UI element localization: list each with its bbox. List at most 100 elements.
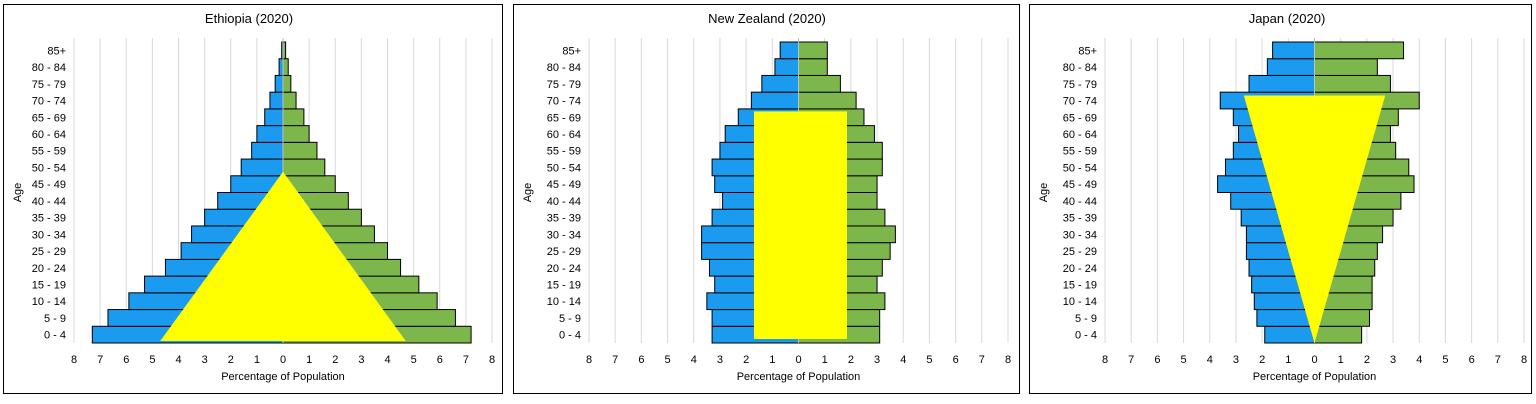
x-tick-label: 2 <box>1259 354 1265 366</box>
y-tick-label: 70 - 74 <box>32 96 66 108</box>
x-tick-label: 3 <box>202 354 208 366</box>
bar-right <box>282 158 326 177</box>
x-tick-label: 1 <box>822 354 828 366</box>
bar-right <box>798 41 828 60</box>
y-tick-label: 85+ <box>1078 45 1097 57</box>
x-tick-label: 8 <box>1005 354 1011 366</box>
bar-left <box>256 125 284 143</box>
bar-left <box>1264 325 1315 344</box>
y-tick-label: 30 - 34 <box>1063 229 1097 241</box>
y-tick-label: 40 - 44 <box>32 196 66 208</box>
y-tick-label: 80 - 84 <box>547 62 581 74</box>
x-tick-labels: 8 7 6 5 4 3 2 1 0 1 2 3 4 5 6 7 8 <box>71 354 495 366</box>
x-tick-label: 5 <box>1442 354 1448 366</box>
bar-right <box>282 74 292 93</box>
x-tick-label: 8 <box>1102 354 1108 366</box>
y-tick-label: 30 - 34 <box>547 229 581 241</box>
x-tick-label: 4 <box>691 354 697 366</box>
x-tick-label: 0 <box>1311 354 1317 366</box>
bar-right <box>1314 41 1405 60</box>
chart-panel-new-zealand: New Zealand (2020) 0 - 4 5 - 9 10 - 14 15 - … <box>513 4 1020 394</box>
y-tick-label: 10 - 14 <box>547 296 581 308</box>
y-tick-label: 10 - 14 <box>32 296 66 308</box>
bar-right <box>282 108 305 127</box>
x-tick-label: 7 <box>979 354 985 366</box>
x-tick-label: 6 <box>437 354 443 366</box>
overlay-triangle <box>160 171 406 341</box>
x-axis-label: Percentage of Population <box>221 371 345 383</box>
y-tick-label: 40 - 44 <box>1063 196 1097 208</box>
x-tick-label: 2 <box>848 354 854 366</box>
chart-panel-ethiopia: Ethiopia (2020) 0 - 4 5 - 9 10 - 14 15 - 19 2… <box>3 4 503 394</box>
y-tick-label: 85+ <box>47 45 66 57</box>
y-tick-label: 5 - 9 <box>44 313 66 325</box>
y-tick-label: 45 - 49 <box>1063 179 1097 191</box>
x-tick-label: 7 <box>97 354 103 366</box>
x-tick-label: 4 <box>900 354 906 366</box>
y-tick-label: 20 - 24 <box>1063 263 1097 275</box>
x-tick-label: 4 <box>1416 354 1422 366</box>
y-tick-label: 25 - 29 <box>547 246 581 258</box>
y-tick-label: 65 - 69 <box>1063 112 1097 124</box>
x-tick-label: 5 <box>665 354 671 366</box>
y-tick-label: 85+ <box>562 45 581 57</box>
bar-left <box>761 74 799 93</box>
bar-right <box>798 91 857 110</box>
x-tick-label: 4 <box>175 354 181 366</box>
x-tick-label: 7 <box>1128 354 1134 366</box>
y-tick-label: 70 - 74 <box>547 96 581 108</box>
y-tick-label: 60 - 64 <box>547 129 581 141</box>
x-tick-label: 8 <box>1521 354 1527 366</box>
x-tick-label: 6 <box>1154 354 1160 366</box>
x-tick-label: 6 <box>638 354 644 366</box>
y-tick-label: 0 - 4 <box>44 330 66 342</box>
x-tick-label: 5 <box>149 354 155 366</box>
x-tick-label: 5 <box>411 354 417 366</box>
y-tick-label: 35 - 39 <box>1063 213 1097 225</box>
x-tick-label: 8 <box>586 354 592 366</box>
chart-new-zealand: New Zealand (2020) 0 - 4 5 - 9 10 - 14 15 - … <box>522 11 1011 383</box>
y-tick-label: 45 - 49 <box>547 179 581 191</box>
y-tick-label: 80 - 84 <box>1063 62 1097 74</box>
bar-right <box>282 125 310 143</box>
y-tick-label: 25 - 29 <box>32 246 66 258</box>
y-tick-label: 65 - 69 <box>547 112 581 124</box>
y-tick-label: 80 - 84 <box>32 62 66 74</box>
x-tick-label: 1 <box>1338 354 1344 366</box>
y-tick-label: 50 - 54 <box>547 162 581 174</box>
y-tick-label: 55 - 59 <box>547 146 581 158</box>
bar-left <box>240 158 284 177</box>
y-axis-label: Age <box>12 183 24 203</box>
x-tick-label: 1 <box>306 354 312 366</box>
bar-left <box>750 91 800 110</box>
bar-right <box>1314 74 1391 93</box>
bar-left <box>269 91 284 110</box>
y-tick-label: 65 - 69 <box>32 112 66 124</box>
x-tick-label: 8 <box>71 354 77 366</box>
bar-left <box>251 141 284 160</box>
x-tick-label: 2 <box>743 354 749 366</box>
bar-left <box>274 74 284 93</box>
y-tick-label: 10 - 14 <box>1063 296 1097 308</box>
chart-title: Japan (2020) <box>1249 11 1326 26</box>
y-axis-label: Age <box>522 183 534 203</box>
x-tick-label: 3 <box>1233 354 1239 366</box>
bar-right <box>798 58 828 76</box>
overlay-triangle-down <box>1243 95 1386 343</box>
x-tick-label: 0 <box>280 354 286 366</box>
bar-left <box>264 108 284 127</box>
x-tick-label: 7 <box>463 354 469 366</box>
y-tick-label: 35 - 39 <box>32 213 66 225</box>
y-axis-label: Age <box>1038 183 1050 203</box>
chart-title: Ethiopia (2020) <box>205 11 293 26</box>
y-tick-label: 35 - 39 <box>547 213 581 225</box>
bar-left <box>779 41 800 60</box>
bar-right <box>1314 58 1378 76</box>
x-tick-label: 1 <box>254 354 260 366</box>
bar-left <box>1248 74 1315 93</box>
x-tick-label: 1 <box>769 354 775 366</box>
y-tick-labels: 0 - 4 5 - 9 10 - 14 15 - 19 20 - 24 25 - 29 30… <box>547 45 581 341</box>
x-tick-label: 3 <box>1390 354 1396 366</box>
bar-right <box>282 91 297 110</box>
